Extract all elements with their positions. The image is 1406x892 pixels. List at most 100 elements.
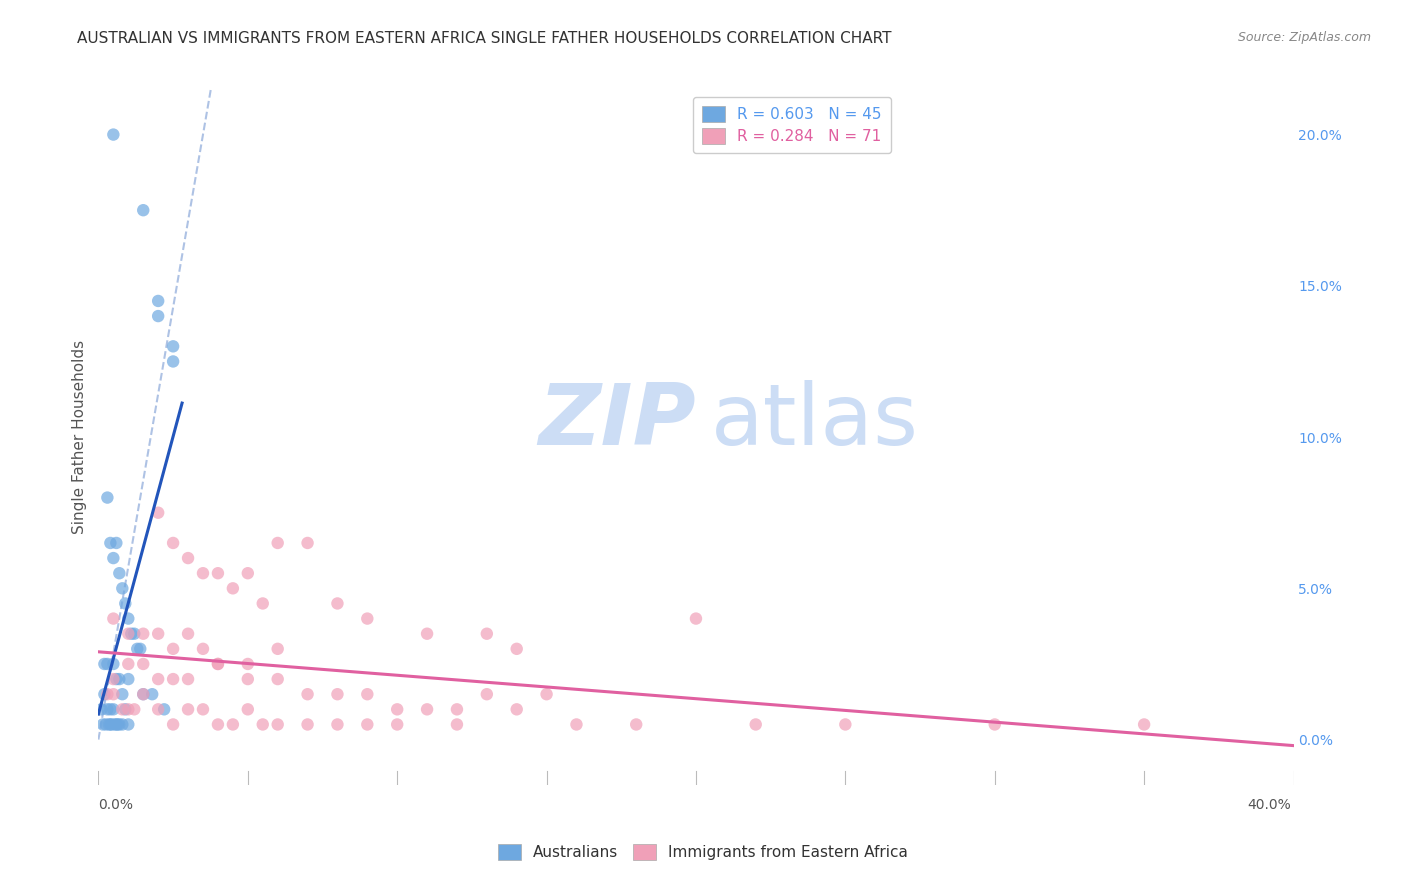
Point: [356, 611, 378, 625]
Point: [177, 672, 200, 686]
Point: [132, 657, 155, 671]
Point: [177, 626, 200, 640]
Point: [267, 641, 290, 656]
Point: [101, 717, 124, 731]
Point: [162, 672, 184, 686]
Legend: R = 0.603   N = 45, R = 0.284   N = 71: R = 0.603 N = 45, R = 0.284 N = 71: [693, 97, 890, 153]
Point: [297, 536, 319, 550]
Point: [90, 702, 112, 716]
Point: [93, 657, 115, 671]
Point: [117, 657, 139, 671]
Point: [475, 626, 498, 640]
Text: AUSTRALIAN VS IMMIGRANTS FROM EASTERN AFRICA SINGLE FATHER HOUSEHOLDS CORRELATIO: AUSTRALIAN VS IMMIGRANTS FROM EASTERN AF…: [77, 31, 891, 46]
Point: [103, 672, 125, 686]
Point: [103, 702, 125, 716]
Point: [207, 566, 229, 581]
Legend: Australians, Immigrants from Eastern Africa: Australians, Immigrants from Eastern Afr…: [492, 838, 914, 866]
Point: [117, 611, 139, 625]
Point: [267, 536, 290, 550]
Point: [132, 203, 155, 218]
Point: [984, 717, 1007, 731]
Point: [236, 672, 259, 686]
Point: [117, 717, 139, 731]
Point: [108, 717, 131, 731]
Point: [162, 641, 184, 656]
Point: [506, 641, 529, 656]
Point: [141, 687, 163, 701]
Point: [103, 128, 125, 142]
Point: [124, 702, 146, 716]
Point: [475, 687, 498, 701]
Point: [108, 672, 131, 686]
Point: [356, 717, 378, 731]
Point: [117, 672, 139, 686]
Point: [446, 717, 468, 731]
Point: [506, 702, 529, 716]
Point: [108, 566, 131, 581]
Point: [105, 672, 128, 686]
Point: [111, 702, 134, 716]
Point: [297, 717, 319, 731]
Point: [96, 657, 118, 671]
Point: [148, 506, 170, 520]
Point: [100, 717, 122, 731]
Point: [111, 717, 134, 731]
Point: [103, 657, 125, 671]
Point: [103, 611, 125, 625]
Point: [148, 293, 170, 308]
Point: [111, 687, 134, 701]
Point: [162, 536, 184, 550]
Point: [100, 702, 122, 716]
Point: [236, 657, 259, 671]
Point: [148, 309, 170, 323]
Text: 40.0%: 40.0%: [1247, 798, 1291, 813]
Point: [191, 702, 214, 716]
Point: [111, 582, 134, 596]
Point: [207, 657, 229, 671]
Point: [97, 717, 120, 731]
Point: [416, 702, 439, 716]
Text: 0.0%: 0.0%: [98, 798, 134, 813]
Point: [446, 702, 468, 716]
Point: [252, 597, 274, 611]
Point: [207, 717, 229, 731]
Point: [626, 717, 648, 731]
Point: [356, 687, 378, 701]
Point: [148, 672, 170, 686]
Point: [104, 717, 127, 731]
Point: [685, 611, 707, 625]
Point: [745, 717, 768, 731]
Point: [236, 566, 259, 581]
Point: [177, 551, 200, 566]
Point: [124, 626, 146, 640]
Point: [207, 657, 229, 671]
Point: [236, 702, 259, 716]
Point: [94, 717, 117, 731]
Y-axis label: Single Father Households: Single Father Households: [72, 340, 87, 534]
Point: [222, 717, 245, 731]
Point: [103, 551, 125, 566]
Point: [177, 702, 200, 716]
Point: [132, 626, 155, 640]
Point: [114, 597, 136, 611]
Point: [129, 641, 152, 656]
Text: atlas: atlas: [711, 381, 920, 464]
Point: [148, 702, 170, 716]
Point: [117, 702, 139, 716]
Point: [148, 626, 170, 640]
Point: [105, 717, 128, 731]
Point: [191, 641, 214, 656]
Point: [385, 717, 409, 731]
Point: [1133, 717, 1156, 731]
Point: [107, 717, 129, 731]
Point: [162, 717, 184, 731]
Point: [96, 491, 118, 505]
Point: [416, 626, 439, 640]
Point: [385, 702, 409, 716]
Point: [93, 687, 115, 701]
Point: [267, 717, 290, 731]
Point: [565, 717, 588, 731]
Point: [267, 672, 290, 686]
Point: [105, 536, 128, 550]
Point: [91, 717, 114, 731]
